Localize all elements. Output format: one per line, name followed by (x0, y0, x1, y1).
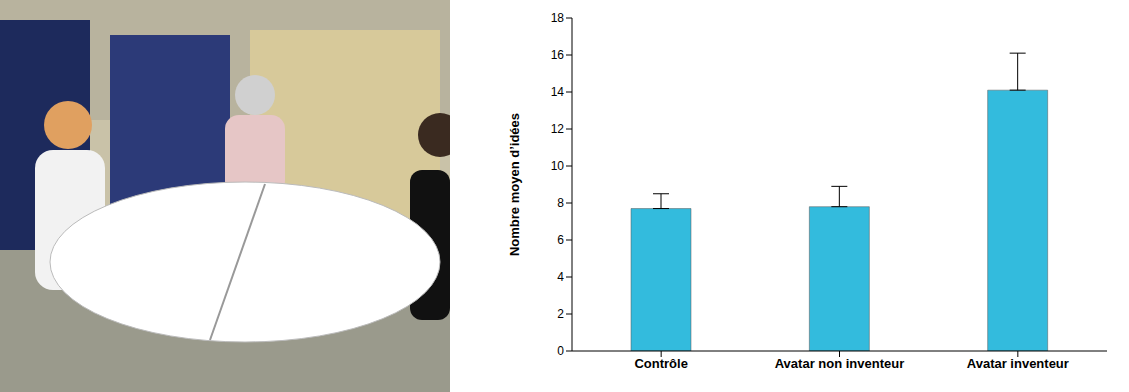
svg-text:14: 14 (551, 85, 565, 99)
svg-text:0: 0 (557, 344, 564, 358)
svg-text:Avatar inventeur: Avatar inventeur (967, 356, 1069, 371)
svg-text:8: 8 (557, 196, 564, 210)
svg-text:10: 10 (551, 159, 565, 173)
svg-text:Nombre moyen d’idées: Nombre moyen d’idées (507, 113, 522, 256)
svg-text:2: 2 (557, 307, 564, 321)
svg-text:6: 6 (557, 233, 564, 247)
svg-text:Contrôle: Contrôle (634, 356, 687, 371)
svg-text:18: 18 (551, 11, 565, 25)
svg-text:12: 12 (551, 122, 565, 136)
svg-text:Avatar non inventeur: Avatar non inventeur (775, 356, 905, 371)
svg-text:4: 4 (557, 270, 564, 284)
svg-text:16: 16 (551, 48, 565, 62)
